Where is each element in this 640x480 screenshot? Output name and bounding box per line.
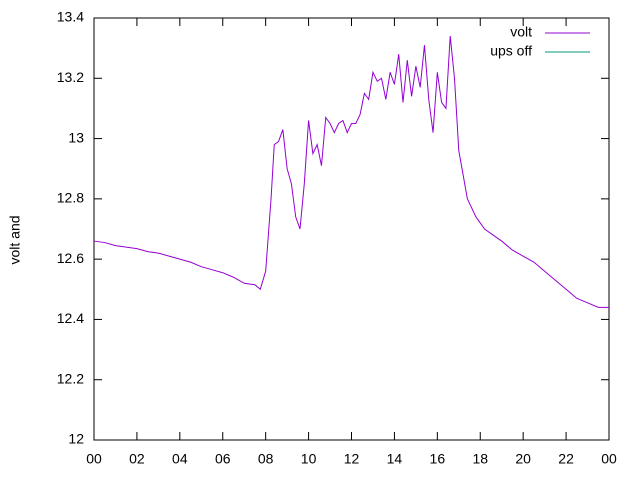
y-tick-label: 12.4 — [57, 310, 84, 326]
line — [93, 36, 609, 308]
x-tick-label: 00 — [86, 451, 102, 467]
x-tick-label: 22 — [558, 451, 574, 467]
y-tick-label: 12.2 — [57, 370, 84, 386]
x-tick-label: 00 — [601, 451, 617, 467]
legend-label: volt — [510, 24, 532, 40]
y-tick-label: 13 — [68, 129, 84, 145]
x-tick-label: 16 — [430, 451, 446, 467]
x-tick-label: 14 — [387, 451, 403, 467]
x-tick-label: 06 — [215, 451, 231, 467]
y-tick-label: 13.4 — [57, 9, 84, 25]
legend-label: ups off — [490, 43, 532, 59]
x-tick-label: 12 — [344, 451, 360, 467]
x-tick-label: 04 — [172, 451, 188, 467]
x-tick-label: 02 — [129, 451, 145, 467]
x-tick-label: 10 — [301, 451, 317, 467]
y-tick-label: 12.8 — [57, 190, 84, 206]
x-tick-label: 18 — [472, 451, 488, 467]
y-tick-label: 13.2 — [57, 69, 84, 85]
y-axis-label: volt and — [7, 215, 23, 264]
x-tick-label: 08 — [258, 451, 274, 467]
x-tick-label: 20 — [515, 451, 531, 467]
y-tick-label: 12.6 — [57, 250, 84, 266]
y-tick-label: 12 — [68, 431, 84, 447]
plot-border — [93, 17, 610, 441]
